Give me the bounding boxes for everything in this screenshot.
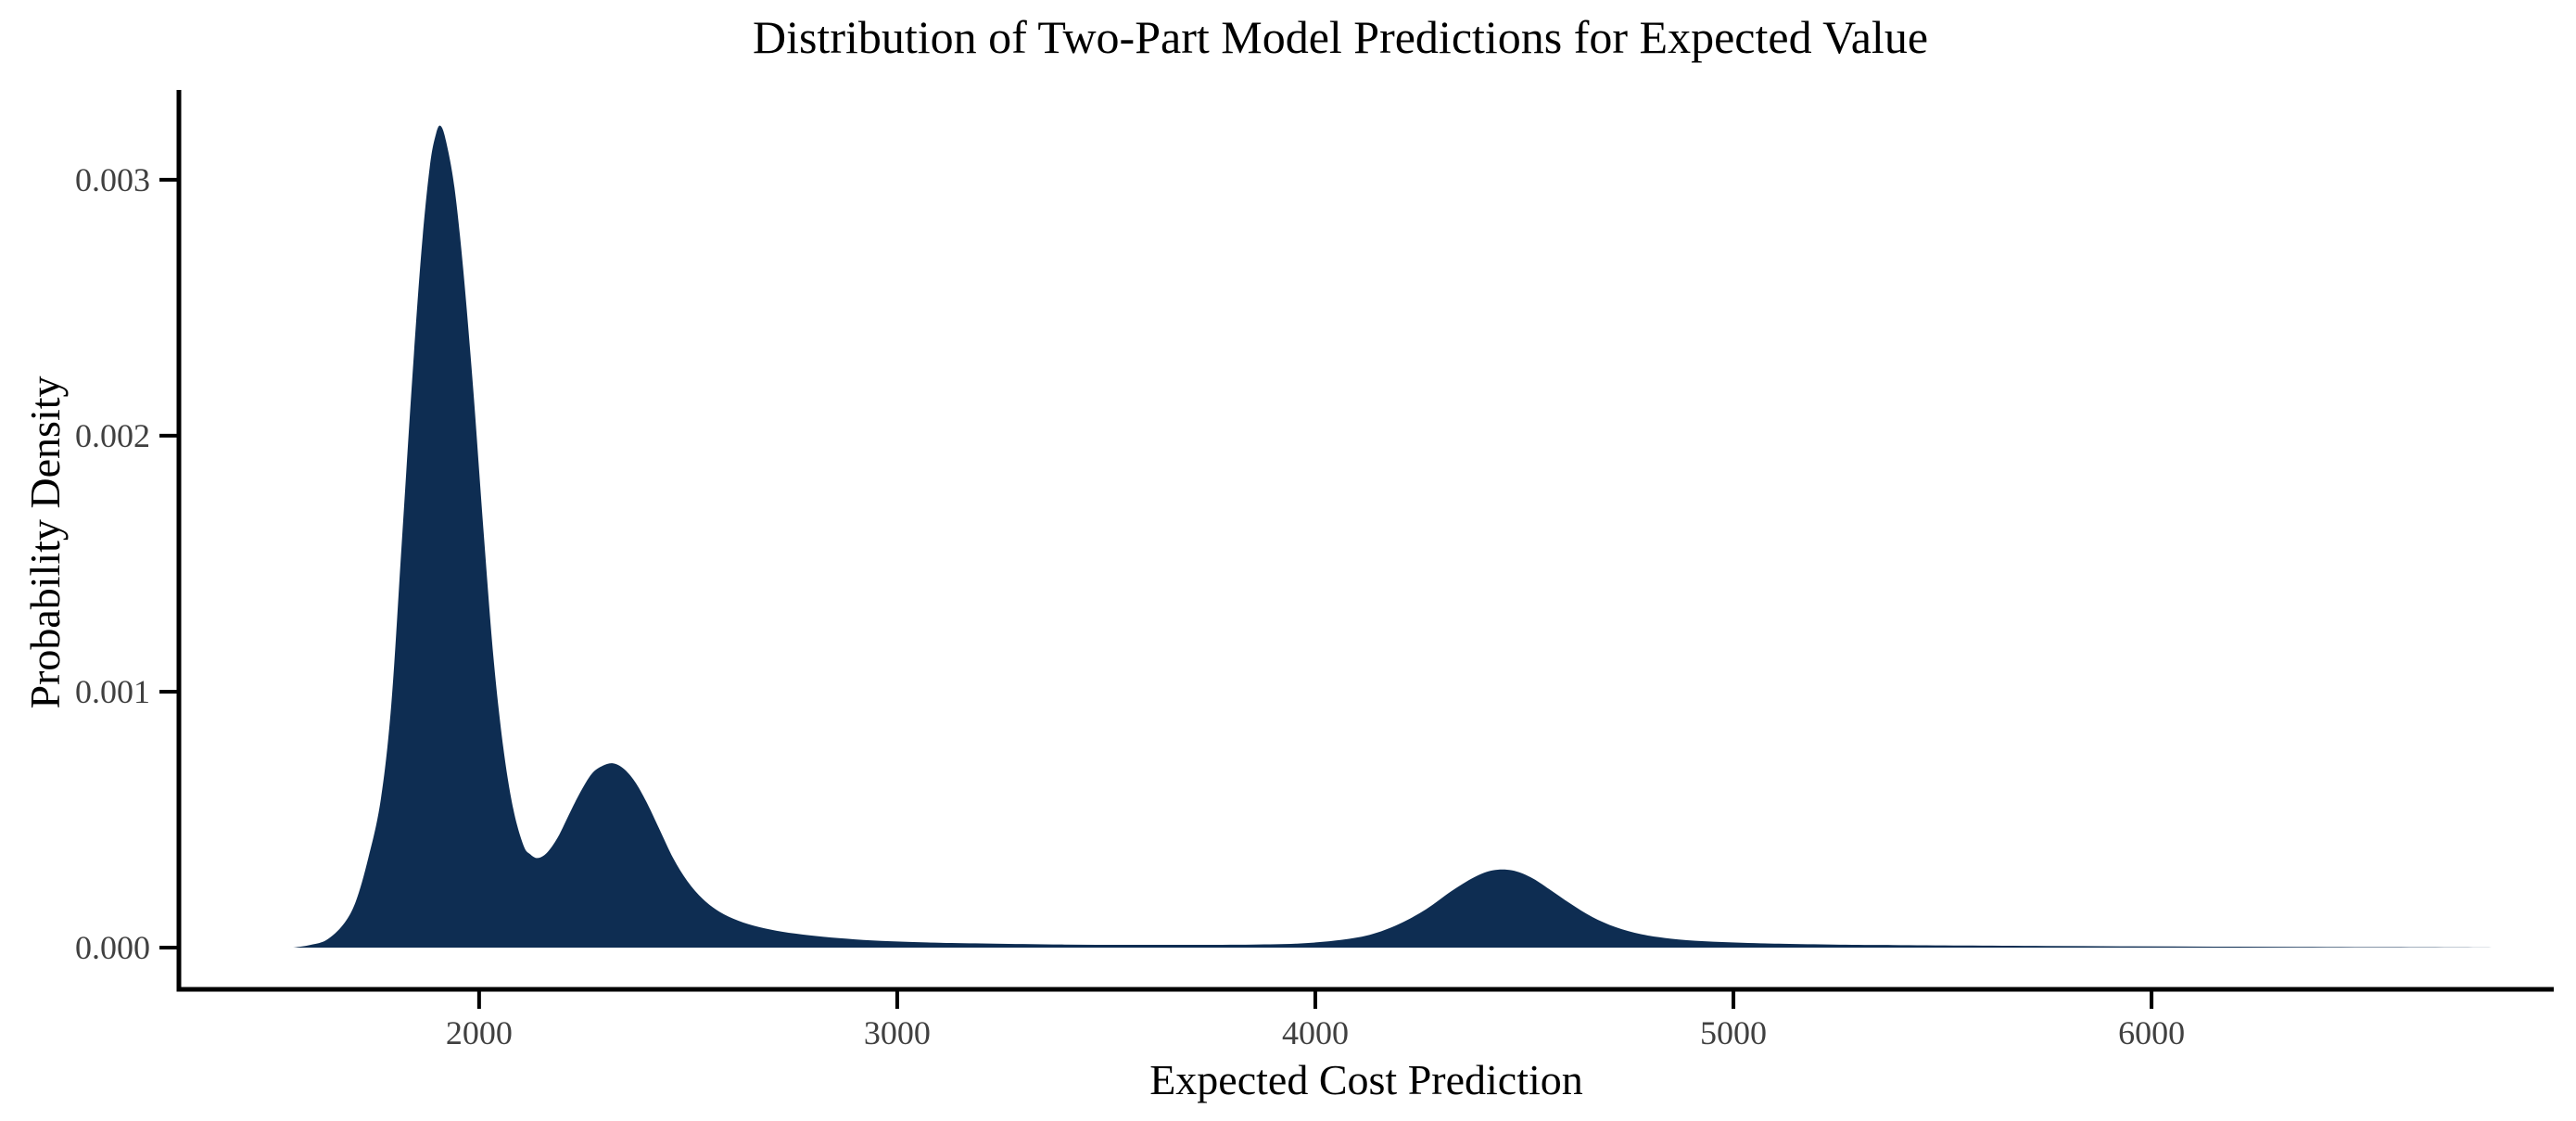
x-axis-ticks: 2000 3000 4000 5000 6000	[446, 989, 2185, 1051]
chart-title: Distribution of Two-Part Model Predictio…	[753, 11, 1928, 63]
x-tick-label: 3000	[864, 1014, 931, 1051]
x-axis-title: Expected Cost Prediction	[1149, 1056, 1583, 1103]
y-tick-label: 0.002	[75, 417, 150, 454]
y-axis-ticks: 0.000 0.001 0.002 0.003	[75, 161, 179, 966]
density-area	[293, 125, 2516, 949]
y-tick-label: 0.000	[75, 929, 150, 966]
x-tick-label: 6000	[2118, 1014, 2185, 1051]
y-tick-label: 0.001	[75, 673, 150, 710]
y-axis-title: Probability Density	[21, 376, 69, 708]
y-tick-label: 0.003	[75, 161, 150, 198]
x-tick-label: 4000	[1282, 1014, 1349, 1051]
x-tick-label: 5000	[1700, 1014, 1767, 1051]
x-tick-label: 2000	[446, 1014, 513, 1051]
